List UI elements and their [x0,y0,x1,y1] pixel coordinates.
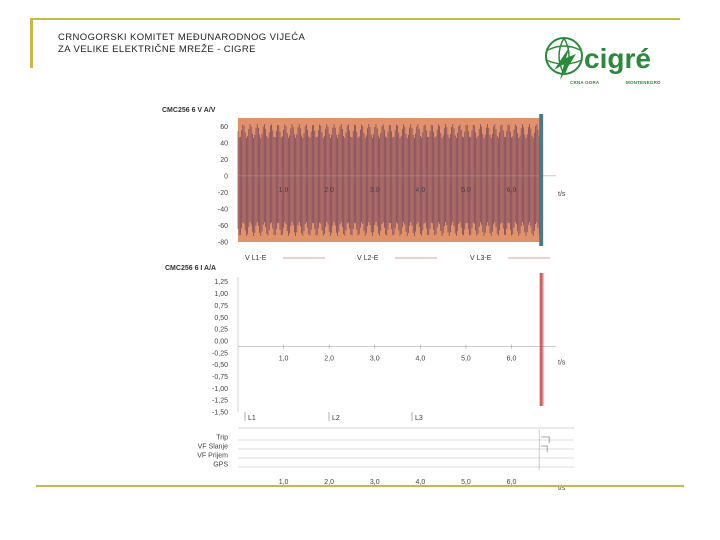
logo-wordmark: cigré [584,43,651,74]
binary-channel-2: VF Prijem [197,453,228,460]
current-y-tick-2: 0,75 [214,303,228,310]
voltage-panel: CMC256 6 V A/V 60 40 20 0 -20 -40 -60 -80 1,0 2,0 3… [162,107,566,262]
voltage-x-label: t/s [558,191,566,198]
voltage-y-tick-0: 60 [220,124,228,131]
cigre-logo: cigré [540,24,680,99]
binary-channel-3: GPS [213,462,228,469]
current-y-tick-0: 1,25 [214,279,228,286]
current-legend-0: L1 [248,415,256,422]
voltage-x-tick-3: 4,0 [415,187,425,194]
current-y-tick-6: -0,25 [212,350,228,357]
voltage-y-tick-3: 0 [224,173,228,180]
current-axis-title: CMC256 6 I A/A [165,265,216,272]
voltage-legend-0: V L1-E [245,255,267,262]
current-x-tick-2: 3,0 [370,356,380,363]
current-x-tick-0: 1,0 [279,356,289,363]
current-y-tick-7: -0,50 [212,362,228,369]
current-fault-spike [539,273,543,406]
binary-panel: Trip VF Slanje VF Prijem GPS 1,0 2,0 3,0 4,0 5,0… [197,427,574,492]
current-y-tick-9: -1,00 [212,386,228,393]
binary-trip-step [541,436,550,443]
current-y-tick-10: -1,25 [212,398,228,405]
current-x-label: t/s [558,360,566,367]
voltage-axis-title: CMC256 6 V A/V [162,107,216,114]
binary-vf-step [541,445,548,452]
header-vertical-rule [30,18,33,68]
voltage-y-tick-5: -40 [218,206,228,213]
voltage-x-tick-4: 5,0 [461,187,471,194]
current-legend-2: L3 [415,415,423,422]
voltage-y-tick-6: -60 [218,223,228,230]
voltage-x-tick-2: 3,0 [370,187,380,194]
binary-x-tick-1: 2,0 [324,479,334,486]
voltage-y-tick-7: -80 [218,240,228,247]
logo-sub-left: CRNA GORA [570,80,600,85]
binary-x-tick-5: 6,0 [507,479,517,486]
footer-rule [36,485,684,487]
binary-x-tick-0: 1,0 [279,479,289,486]
current-y-tick-4: 0,25 [214,327,228,334]
current-y-tick-8: -0,75 [212,374,228,381]
current-legend-1: L2 [332,415,340,422]
binary-channel-0: Trip [216,435,228,442]
voltage-y-tick-2: 20 [220,157,228,164]
current-fault-spike-shadow [542,273,545,406]
binary-x-tick-2: 3,0 [370,479,380,486]
current-x-tick-1: 2,0 [324,356,334,363]
binary-x-tick-4: 5,0 [461,479,471,486]
current-y-tick-5: 0,00 [214,338,228,345]
header-line-2: ZA VELIKE ELEKTRIČNE MREŽE - CIGRE [58,44,256,55]
current-y-tick-3: 0,50 [214,315,228,322]
voltage-x-tick-5: 6,0 [507,187,517,194]
current-x-tick-3: 4,0 [415,356,425,363]
current-x-tick-5: 6,0 [507,356,517,363]
voltage-legend-1: V L2-E [357,255,379,262]
binary-channel-1: VF Slanje [198,444,228,451]
current-panel: CMC256 6 I A/A 1,25 1,00 0,75 0,50 0,25 0,00 -0… [165,265,566,422]
voltage-x-tick-0: 1,0 [279,187,289,194]
voltage-y-tick-1: 40 [220,140,228,147]
voltage-x-tick-1: 2,0 [324,187,334,194]
header-top-rule [30,18,680,20]
current-y-tick-1: 1,00 [214,291,228,298]
voltage-legend-2: V L3-E [470,255,492,262]
binary-x-tick-3: 4,0 [415,479,425,486]
logo-sub-right: MONTENEGRO [626,80,661,85]
voltage-y-tick-4: -20 [218,190,228,197]
current-y-tick-11: -1,50 [212,410,228,417]
binary-x-label: t/s [558,485,566,492]
current-x-tick-4: 5,0 [461,356,471,363]
header-line-1: CRNOGORSKI KOMITET MEĐUNARODNOG VIJEĆA [58,32,306,43]
voltage-trip-marker [539,114,544,246]
